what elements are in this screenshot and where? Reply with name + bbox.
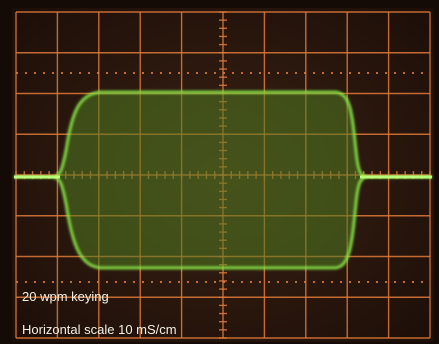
caption: 20 wpm keying [22, 289, 109, 304]
scale-label: Horizontal scale 10 mS/cm [22, 322, 177, 337]
page: 20 wpm keying Horizontal scale 10 mS/cm … [0, 0, 439, 344]
oscilloscope-photo: 20 wpm keying Horizontal scale 10 mS/cm [0, 0, 439, 344]
